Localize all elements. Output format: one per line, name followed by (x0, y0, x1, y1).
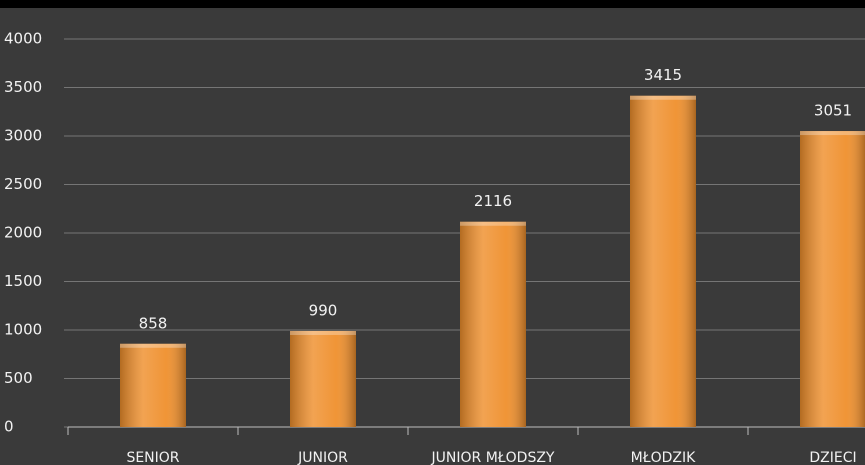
bar-cap (120, 343, 186, 348)
y-tick-label: 3500 (4, 78, 42, 96)
bar-shade (120, 343, 186, 427)
bar-shade (800, 131, 865, 428)
y-tick-label: 1000 (4, 321, 42, 339)
y-tick-label: 2500 (4, 175, 42, 193)
y-tick-label: 500 (4, 369, 33, 387)
bar-shade (630, 95, 696, 428)
bar-cap (800, 131, 865, 136)
bar-shade (290, 330, 356, 427)
data-label: 3415 (644, 66, 682, 84)
data-label: 858 (139, 314, 168, 332)
y-tick-label: 2000 (4, 224, 42, 242)
y-tick-label: 0 (4, 418, 14, 436)
data-label: 990 (309, 301, 338, 319)
data-label: 3051 (814, 102, 852, 120)
bar-shade (460, 221, 526, 427)
x-tick-label: JUNIOR (297, 450, 348, 465)
bar-cap (290, 330, 356, 335)
x-tick-label: SENIOR (126, 450, 179, 465)
y-tick-label: 3000 (4, 127, 42, 145)
x-tick-label: MŁODZIK (631, 450, 696, 465)
bar-cap (630, 95, 696, 100)
x-tick-label: JUNIOR MŁODSZY (431, 450, 555, 465)
data-label: 2116 (474, 192, 512, 210)
y-tick-label: 1500 (4, 272, 42, 290)
y-tick-label: 4000 (4, 30, 42, 48)
bar-cap (460, 221, 526, 226)
x-tick-label: DZIECI (809, 450, 856, 465)
